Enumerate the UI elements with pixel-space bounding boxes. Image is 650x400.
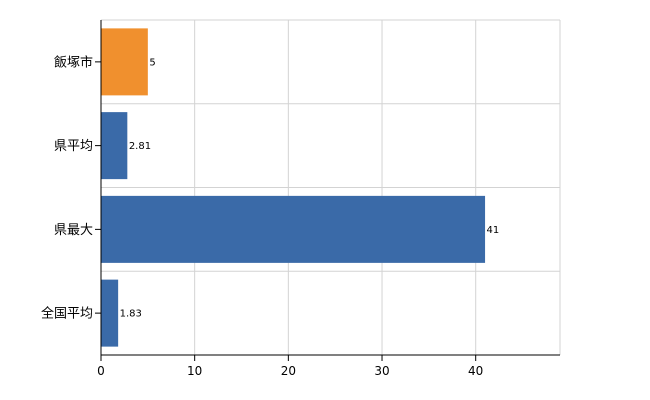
x-tick-label: 10 — [187, 364, 202, 378]
data-label: 2.81 — [129, 141, 151, 152]
bar — [101, 279, 119, 347]
data-label: 41 — [487, 225, 500, 236]
category-label: 全国平均 — [41, 306, 93, 322]
category-label: 県平均 — [54, 139, 93, 154]
data-label: 1.83 — [120, 309, 142, 320]
axes — [95, 20, 560, 361]
x-tick-label: 30 — [374, 364, 389, 378]
data-label: 5 — [149, 57, 155, 68]
category-label: 県最大 — [54, 223, 93, 238]
bars — [101, 28, 486, 347]
bar — [101, 112, 128, 180]
bar — [101, 195, 486, 263]
x-tick-label: 20 — [281, 364, 296, 378]
category-label: 飯塚市 — [54, 54, 93, 70]
grid — [101, 19, 561, 355]
x-tick-label: 0 — [97, 364, 105, 378]
bar — [101, 28, 148, 96]
x-tick-label: 40 — [468, 364, 483, 378]
labels: 飯塚市 5 県平均 2.81 県最大 41 全国平均 1.83 0 10 20 30 40 — [41, 54, 499, 378]
